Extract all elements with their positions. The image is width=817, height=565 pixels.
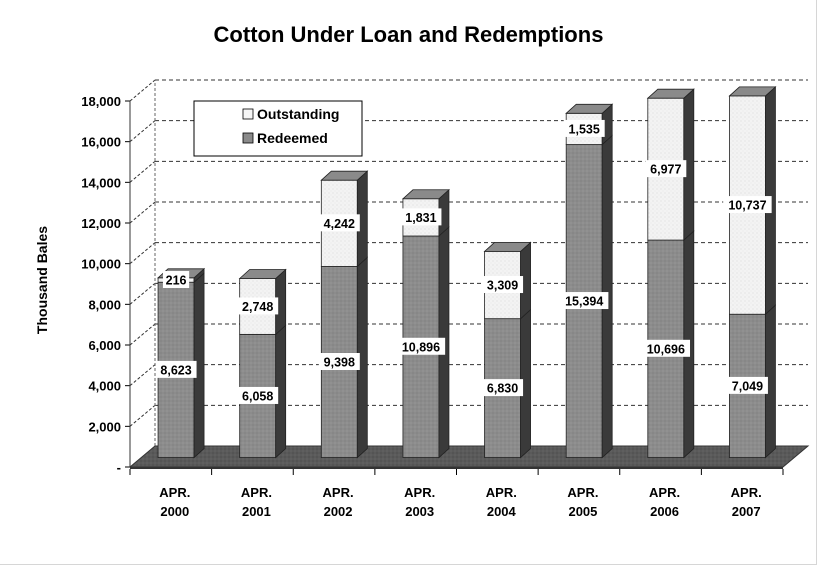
gridline-depth — [129, 323, 156, 346]
legend-swatch — [242, 108, 254, 120]
gridline-depth — [129, 404, 156, 427]
bar-top — [238, 269, 287, 279]
data-label-redeemed-bg — [641, 339, 691, 357]
data-label-redeemed: 7,049 — [732, 379, 763, 393]
legend-label: Outstanding — [257, 106, 339, 122]
gridline-depth — [129, 364, 156, 387]
y-tick-label: 14,000 — [81, 175, 121, 190]
data-label-outstanding: 10,737 — [728, 199, 766, 213]
floor-edge — [130, 467, 783, 469]
chart-floor — [128, 445, 810, 468]
gridline-depth — [129, 201, 156, 224]
data-label-redeemed-bg — [155, 360, 197, 378]
data-label-redeemed: 10,696 — [647, 342, 685, 356]
data-label-outstanding: 6,977 — [650, 163, 681, 177]
y-tick-label: 18,000 — [81, 94, 121, 109]
data-label-redeemed-bg — [482, 379, 524, 397]
data-label-outstanding-bg — [318, 214, 360, 232]
y-tick-label: - — [117, 460, 121, 475]
data-label-outstanding-bg — [482, 276, 524, 294]
x-tick-label: APR. — [486, 485, 517, 500]
data-label-redeemed-bg — [237, 386, 279, 404]
data-label-outstanding: 216 — [166, 274, 187, 288]
legend-swatch — [242, 132, 254, 144]
x-tick-label: APR. — [567, 485, 598, 500]
x-tick-label: APR. — [323, 485, 354, 500]
y-tick-label: 16,000 — [81, 135, 121, 150]
y-tick-label: 6,000 — [88, 338, 121, 353]
data-label-outstanding: 1,535 — [569, 122, 600, 136]
gridline-depth — [129, 79, 156, 102]
data-label-redeemed: 9,398 — [324, 356, 355, 370]
y-tick-label: 12,000 — [81, 216, 121, 231]
y-tick-label: 4,000 — [88, 379, 121, 394]
x-tick-label: 2004 — [487, 504, 517, 519]
y-tick-label: 8,000 — [88, 297, 121, 312]
data-label-outstanding: 2,748 — [242, 300, 273, 314]
bar-top — [483, 241, 532, 252]
bar-top — [401, 189, 450, 200]
data-label-redeemed: 6,058 — [242, 389, 273, 403]
gridline-depth — [129, 160, 156, 183]
bar-top — [646, 88, 695, 99]
x-tick-label: 2002 — [324, 504, 353, 519]
data-label-outstanding: 3,309 — [487, 279, 518, 293]
data-label-redeemed: 15,394 — [565, 295, 603, 309]
data-label-outstanding: 1,831 — [405, 211, 436, 225]
x-tick-label: 2003 — [405, 504, 434, 519]
x-tick-label: 2006 — [650, 504, 679, 519]
x-tick-label: APR. — [731, 485, 762, 500]
data-label-redeemed: 6,830 — [487, 382, 518, 396]
data-label-outstanding-bg — [563, 119, 605, 137]
data-label-outstanding-bg — [162, 271, 190, 289]
x-tick-label: 2001 — [242, 504, 271, 519]
data-label-redeemed: 8,623 — [160, 363, 191, 377]
legend-label: Redeemed — [257, 130, 328, 146]
gridline-depth — [129, 242, 156, 265]
legend-box — [193, 100, 363, 157]
y-tick-label: 10,000 — [81, 257, 121, 272]
data-label-outstanding-bg — [645, 160, 687, 178]
bar-top — [728, 86, 777, 97]
data-label-outstanding-bg — [723, 196, 772, 214]
x-tick-label: APR. — [649, 485, 680, 500]
x-tick-label: APR. — [159, 485, 190, 500]
x-tick-label: 2000 — [160, 504, 189, 519]
data-label-outstanding-bg — [400, 208, 442, 226]
bar-top — [320, 170, 369, 181]
data-label-redeemed: 10,896 — [402, 340, 440, 354]
x-tick-label: 2005 — [568, 504, 597, 519]
data-label-outstanding: 4,242 — [324, 217, 355, 231]
data-label-redeemed-bg — [726, 376, 768, 394]
data-label-redeemed-bg — [396, 337, 446, 355]
data-label-outstanding-bg — [237, 297, 279, 315]
x-tick-label: APR. — [241, 485, 272, 500]
x-tick-label: APR. — [404, 485, 435, 500]
gridline-depth — [129, 282, 156, 305]
x-tick-label: 2007 — [732, 504, 761, 519]
gridline-depth — [129, 120, 156, 143]
data-label-redeemed-bg — [318, 353, 360, 371]
data-label-redeemed-bg — [559, 292, 609, 310]
chart-title: Cotton Under Loan and Redemptions — [213, 22, 604, 47]
y-tick-label: 2,000 — [88, 419, 121, 434]
bar-top — [565, 103, 614, 114]
legend: Outstanding Redeemed — [193, 100, 363, 157]
